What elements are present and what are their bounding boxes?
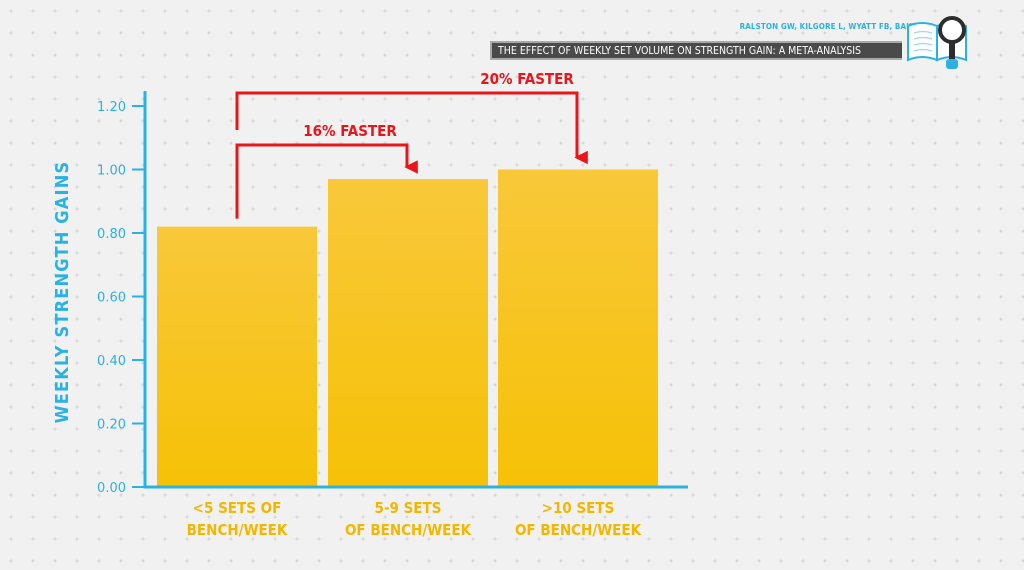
x-category-label-line: >10 SETS <box>542 499 615 517</box>
x-category-label: 5-9 SETS OF BENCH/WEEK <box>345 499 472 539</box>
annotation-label-1: 20% FASTER <box>480 70 574 88</box>
x-category-label: <5 SETS OF BENCH/WEEK <box>187 499 288 539</box>
y-tick-label: 0.00 <box>97 481 126 496</box>
x-category-label: >10 SETS OF BENCH/WEEK <box>515 499 642 539</box>
x-category-label-line: OF BENCH/WEEK <box>345 521 472 539</box>
bar-0 <box>157 226 317 487</box>
y-tick-label: 0.40 <box>97 354 126 369</box>
y-tick-label: 0.60 <box>97 291 126 306</box>
y-axis-label: WEEKLY STRENGTH GAINS <box>52 161 73 424</box>
annotation-bracket-0 <box>235 143 418 219</box>
x-category-label-line: <5 SETS OF <box>193 499 282 517</box>
y-tick-label: 1.20 <box>97 100 126 115</box>
x-category-label-line: OF BENCH/WEEK <box>515 521 642 539</box>
bar-1 <box>328 179 488 487</box>
book-magnifier-icon <box>907 16 967 69</box>
annotation-label-0: 16% FASTER <box>303 122 397 140</box>
x-category-label-line: 5-9 SETS <box>375 499 442 517</box>
annotation-bracket-1 <box>235 91 588 165</box>
x-category-label-line: BENCH/WEEK <box>187 521 288 539</box>
y-tick-label: 0.20 <box>97 418 126 433</box>
study-authors: RALSTON GW, KILGORE L, WYATT FB, BAKER J… <box>739 22 936 31</box>
y-tick-label: 0.80 <box>97 227 126 242</box>
study-title: THE EFFECT OF WEEKLY SET VOLUME ON STREN… <box>498 45 862 57</box>
y-tick-label: 1.00 <box>97 164 126 179</box>
study-title-banner: THE EFFECT OF WEEKLY SET VOLUME ON STREN… <box>490 41 902 60</box>
bar-2 <box>498 169 658 487</box>
